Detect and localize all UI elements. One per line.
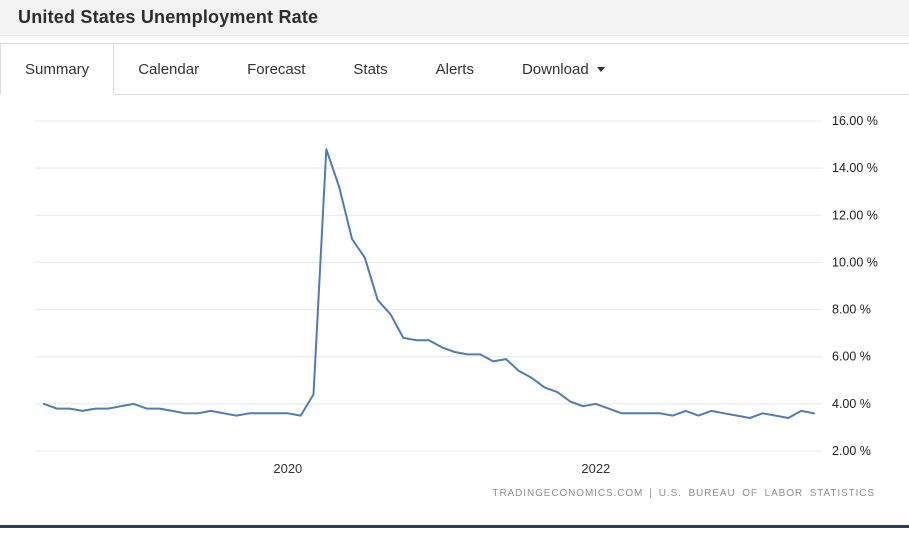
tab-summary-label: Summary [25, 60, 90, 78]
unemployment-line-chart[interactable]: 2.00 % 4.00 % 6.00 % 8.00 % 10.00 % 12.00 % 14… [0, 95, 909, 485]
attribution-tradingeconomics: TRADINGECONOMICS.COM [492, 488, 644, 499]
y-axis-tick-label: 12.00 % [832, 208, 878, 222]
chart-area: 2.00 % 4.00 % 6.00 % 8.00 % 10.00 % 12.00 % 14… [0, 95, 909, 509]
tab-forecast-label: Forecast [247, 60, 306, 78]
y-axis-tick-label: 2.00 % [832, 444, 871, 458]
tab-alerts-label: Alerts [435, 60, 474, 78]
y-axis-tick-label: 4.00 % [832, 397, 871, 411]
tab-forecast[interactable]: Forecast [223, 44, 330, 95]
chart-attribution: TRADINGECONOMICS.COM | U.S. BUREAU OF LABO… [0, 485, 909, 509]
y-axis-tick-label: 14.00 % [832, 161, 878, 175]
unemployment-rate-line [43, 148, 815, 419]
page-title: United States Unemployment Rate [18, 7, 319, 27]
tab-bar: Summary Calendar Forecast Stats Alerts D… [0, 43, 909, 95]
attribution-bls: U.S. BUREAU OF LABOR STATISTICS [658, 488, 875, 499]
title-bar: United States Unemployment Rate [0, 0, 909, 36]
bottom-divider [0, 525, 909, 528]
y-axis-tick-label: 8.00 % [832, 303, 871, 317]
x-axis-tick-label: 2022 [581, 461, 610, 476]
tab-stats[interactable]: Stats [329, 44, 412, 95]
y-axis-tick-label: 10.00 % [832, 255, 878, 269]
y-axis-tick-label: 6.00 % [832, 350, 871, 364]
attribution-separator: | [649, 488, 653, 499]
tab-bar-filler [628, 44, 909, 95]
tab-alerts[interactable]: Alerts [411, 44, 498, 95]
tab-download[interactable]: Download [497, 44, 629, 95]
caret-down-icon [596, 66, 605, 72]
tab-calendar-label: Calendar [138, 60, 200, 78]
tab-calendar[interactable]: Calendar [114, 44, 224, 95]
tab-summary[interactable]: Summary [0, 44, 115, 95]
x-axis-tick-label: 2020 [273, 461, 302, 476]
tab-stats-label: Stats [353, 60, 388, 78]
y-axis-tick-label: 16.00 % [832, 114, 878, 128]
unemployment-widget: United States Unemployment Rate Summary … [0, 0, 909, 528]
tab-download-label: Download [521, 60, 589, 78]
